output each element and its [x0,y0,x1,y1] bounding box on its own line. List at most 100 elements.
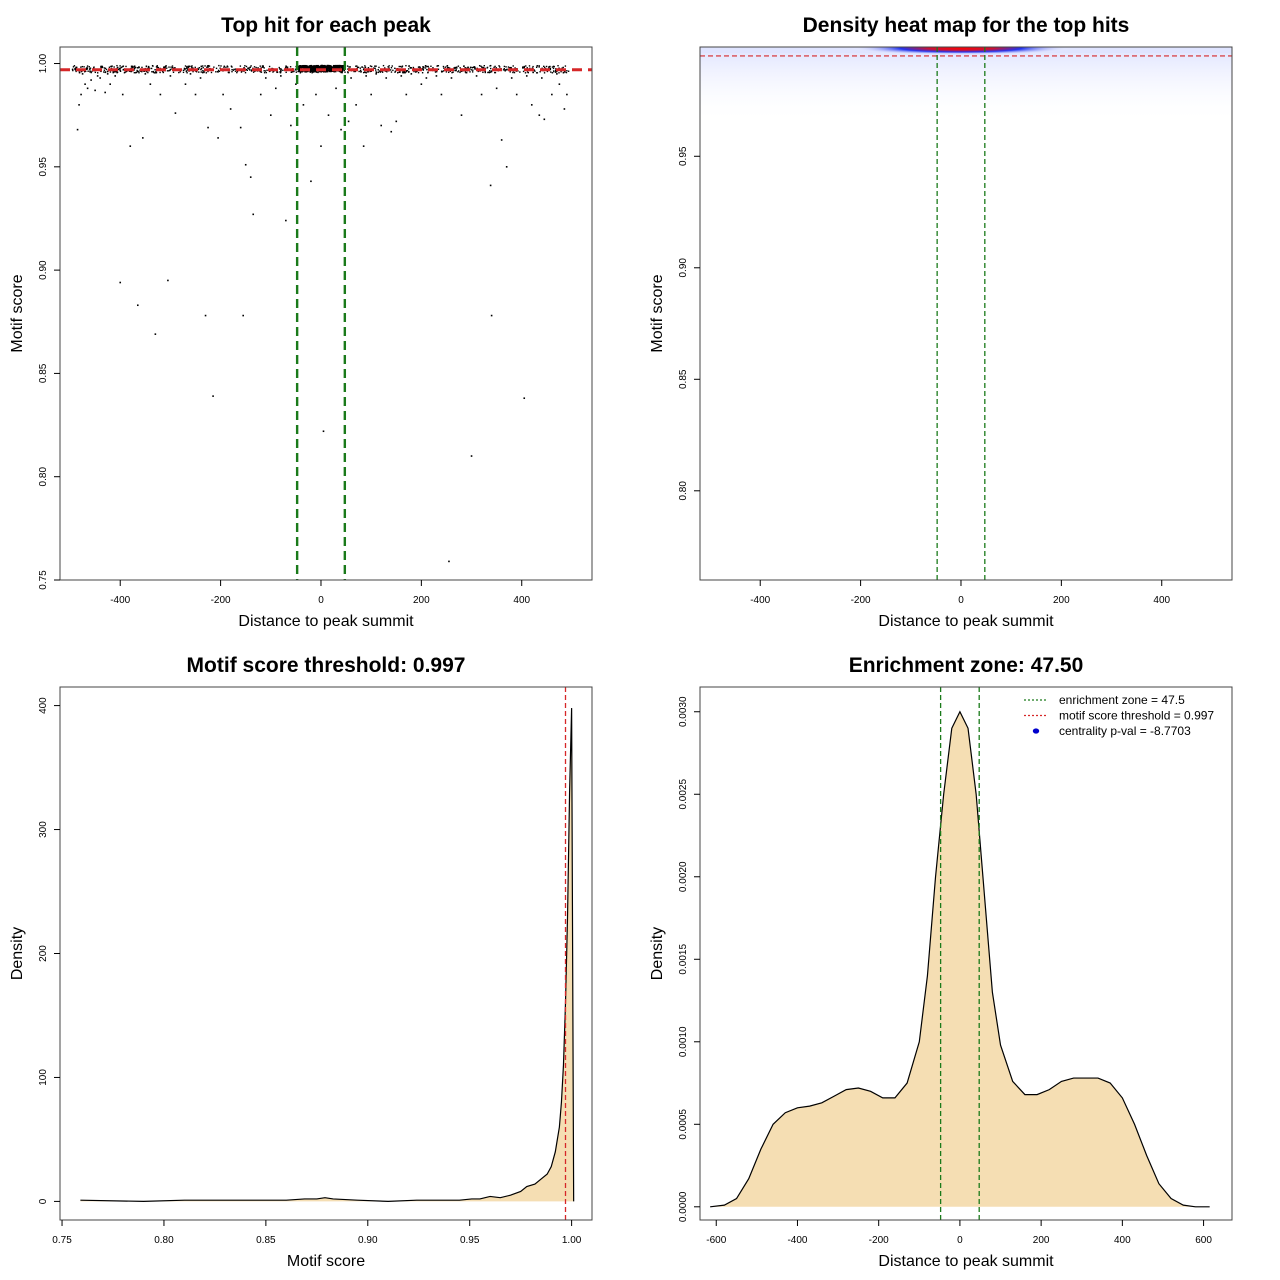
y-tick-label: 0.80 [678,481,689,501]
data-point [525,75,528,77]
plot-frame [699,686,1233,1221]
x-tick-label: 600 [1195,1235,1212,1246]
data-point [480,93,483,96]
data-point [302,104,305,106]
y-tick-label: 0.85 [678,369,689,389]
density-fade [700,53,1232,123]
data-point [106,73,109,75]
data-point [515,93,518,96]
x-tick-label: -600 [706,1235,726,1246]
y-tick-label: 0.75 [38,570,49,590]
p3-plot-area [80,687,575,1220]
data-point [490,314,493,317]
data-point [252,213,255,216]
data-point [425,77,428,79]
data-point [96,75,99,77]
data-point [375,73,377,75]
data-point [154,333,157,335]
x-axis-label: Distance to peak summit [878,1253,1054,1270]
data-point [380,124,383,127]
data-point [149,83,152,85]
data-point [109,83,111,85]
p2-plot-area [700,47,1232,580]
y-tick-label: 0.90 [38,260,49,280]
data-point [244,163,247,166]
data-point [563,108,566,110]
data-point [530,104,533,106]
x-tick-label: -400 [110,595,130,606]
data-point [89,70,91,73]
y-axis-label: Density [9,927,26,980]
chart-title: Motif score threshold: 0.997 [187,654,466,677]
y-tick-label: 400 [38,697,49,714]
y-tick-label: 0.0010 [678,1026,689,1057]
data-point [78,104,80,106]
data-point [136,304,139,307]
data-point [538,114,541,116]
density-line [80,708,575,1203]
x-axis-label: Distance to peak summit [878,613,1054,630]
data-point [167,279,169,282]
data-point [242,314,244,317]
x-tick-label: 0.90 [358,1235,378,1246]
x-tick-label: 0.95 [460,1235,480,1246]
x-axis-label: Motif score [287,1253,365,1270]
data-point [448,560,450,563]
data-point [81,73,84,75]
data-point [365,75,367,77]
chart-title: Enrichment zone: 47.50 [849,654,1084,677]
data-point [310,180,312,183]
data-point [80,93,82,96]
data-point [99,77,101,79]
y-tick-label: 300 [38,821,49,838]
data-point [86,87,89,90]
p4-plot-area [710,687,1210,1220]
data-point [204,314,207,317]
plot-frame [699,46,1233,581]
x-tick-label: 400 [1153,595,1170,606]
data-point [551,93,553,96]
data-point [76,128,79,131]
data-point [405,93,408,96]
x-tick-label: 400 [1114,1235,1131,1246]
data-point [395,120,398,123]
data-point [129,145,132,147]
data-point [280,75,282,77]
data-point [510,77,513,79]
data-point [420,83,423,85]
data-point [264,77,267,79]
density-area [80,708,574,1202]
data-point [541,77,543,79]
data-point [169,75,172,77]
x-tick-label: 200 [1033,1235,1050,1246]
density-line [710,710,1210,1208]
data-point [385,77,388,79]
data-point [470,455,473,457]
data-point [269,114,272,116]
data-point [400,75,403,77]
data-point [229,108,232,110]
data-point [523,397,526,400]
p2-panel: -400 -200 0 200 400 0.80 0.85 0.90 0.95 Density h… [649,14,1233,630]
data-point [500,139,503,141]
data-point [505,166,508,168]
data-point [212,395,214,397]
y-tick-label: 1.00 [38,53,49,73]
legend: enrichment zone = 47.5 motif score thresh… [1024,693,1214,738]
p1-plot-area [60,47,592,580]
data-point [556,73,558,75]
y-tick-label: 0.0015 [678,944,689,975]
x-tick-label: 0.85 [256,1235,276,1246]
y-tick-label: 0.0025 [678,779,689,810]
x-tick-label: -200 [869,1235,889,1246]
data-point [84,83,86,85]
p4-panel: -600 -400 -200 0 200 400 600 0.0000 0.0005 0.0010… [649,654,1233,1270]
data-point [114,75,117,77]
x-tick-label: 0 [957,1235,963,1246]
data-point [159,93,162,96]
x-tick-label: 400 [513,595,530,606]
y-tick-label: 0 [38,1198,49,1204]
data-point [315,93,317,96]
data-point [322,430,325,433]
data-point [199,77,202,79]
